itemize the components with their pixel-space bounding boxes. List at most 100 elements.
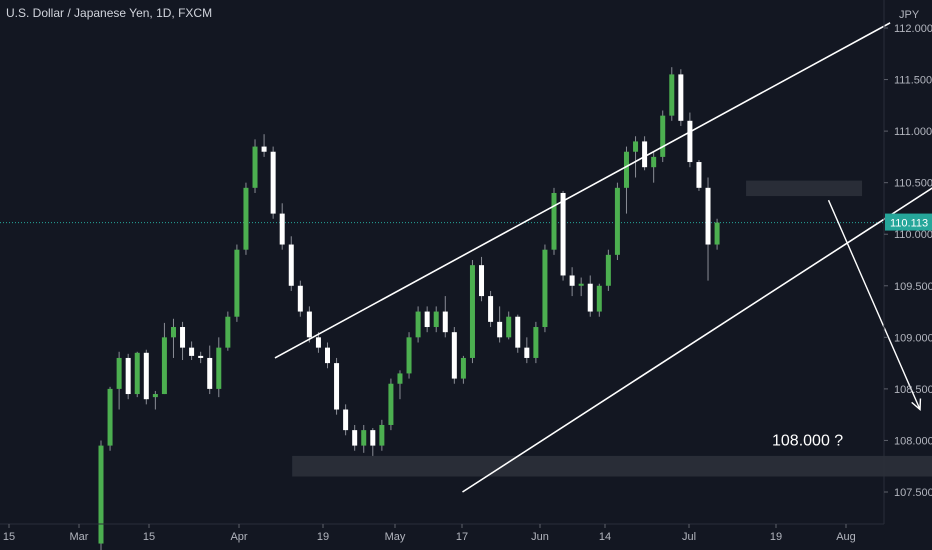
time-tick-label: 14 bbox=[599, 531, 611, 543]
candle bbox=[415, 311, 421, 338]
candle bbox=[488, 296, 494, 322]
candle bbox=[152, 394, 158, 398]
time-tick-label: 19 bbox=[770, 531, 782, 543]
projection-arrow-head bbox=[911, 398, 922, 411]
candle bbox=[107, 388, 113, 446]
candle bbox=[596, 285, 602, 312]
channel-upper-line bbox=[274, 22, 891, 359]
candle bbox=[116, 357, 122, 389]
candle bbox=[479, 265, 485, 297]
price-tick-label: 111.500 bbox=[894, 75, 932, 87]
candle bbox=[424, 311, 430, 328]
candle bbox=[433, 311, 439, 328]
candle bbox=[315, 337, 321, 348]
candle bbox=[180, 327, 186, 348]
time-tick-label: 17 bbox=[456, 531, 468, 543]
support-resistance-zone bbox=[746, 180, 863, 197]
candle bbox=[497, 321, 503, 338]
candle bbox=[587, 283, 593, 312]
candle bbox=[170, 327, 176, 338]
candle bbox=[270, 151, 276, 214]
price-tick-label: 109.500 bbox=[894, 281, 932, 293]
candle bbox=[352, 430, 358, 446]
candle bbox=[569, 275, 575, 286]
candle bbox=[252, 146, 258, 188]
price-tick-label: 107.500 bbox=[894, 487, 932, 499]
price-tick-label: 110.000 bbox=[894, 229, 932, 241]
target-annotation: 108.000 ? bbox=[772, 432, 843, 449]
candle bbox=[515, 316, 521, 348]
candle bbox=[306, 311, 312, 338]
currency-label: JPY bbox=[899, 9, 920, 21]
candle bbox=[370, 430, 376, 446]
support-resistance-zone bbox=[292, 455, 932, 477]
candle bbox=[225, 316, 231, 348]
candle bbox=[379, 424, 385, 446]
candle bbox=[524, 347, 530, 358]
price-tick-label: 108.000 bbox=[894, 435, 932, 447]
candle bbox=[189, 347, 195, 356]
candle bbox=[560, 192, 566, 276]
candle bbox=[705, 187, 711, 245]
candle bbox=[207, 357, 213, 389]
candle bbox=[125, 357, 131, 395]
candle bbox=[216, 347, 222, 389]
candle bbox=[297, 285, 303, 312]
candle bbox=[651, 156, 657, 168]
candle bbox=[288, 244, 294, 286]
projection-arrow bbox=[827, 199, 921, 410]
time-tick-label: 19 bbox=[317, 531, 329, 543]
candle bbox=[614, 187, 620, 255]
current-price-badge bbox=[885, 213, 932, 231]
current-price-label: 110.113 bbox=[890, 218, 928, 230]
candle bbox=[506, 316, 512, 338]
price-tick-label: 108.500 bbox=[894, 384, 932, 396]
candle bbox=[143, 352, 149, 400]
candle bbox=[551, 192, 557, 250]
time-tick-label: Aug bbox=[836, 531, 856, 543]
candle bbox=[533, 327, 539, 358]
candle bbox=[660, 115, 666, 157]
candle bbox=[198, 355, 204, 358]
candle bbox=[714, 222, 720, 245]
candle bbox=[451, 332, 457, 379]
candle bbox=[578, 283, 584, 286]
candle bbox=[442, 311, 448, 333]
candle bbox=[325, 347, 330, 364]
candle bbox=[397, 373, 403, 384]
time-tick-label: Jul bbox=[682, 531, 696, 543]
time-tick-label: 15 bbox=[143, 531, 155, 543]
candle bbox=[134, 352, 140, 395]
candle bbox=[469, 265, 475, 358]
candle bbox=[279, 213, 285, 245]
time-tick-label: Jun bbox=[531, 531, 549, 543]
candle bbox=[542, 249, 548, 328]
price-tick-label: 110.500 bbox=[894, 178, 932, 190]
symbol-title: U.S. Dollar / Japanese Yen, 1D, FXCM bbox=[6, 6, 213, 20]
candle bbox=[343, 409, 349, 431]
price-tick-label: 109.000 bbox=[894, 332, 932, 344]
candle bbox=[678, 74, 684, 121]
candle bbox=[361, 430, 367, 446]
time-tick-label: Mar bbox=[70, 531, 89, 543]
time-tick-label: May bbox=[385, 531, 406, 543]
candle bbox=[243, 187, 249, 250]
candle bbox=[388, 383, 394, 425]
time-tick-label: Apr bbox=[230, 531, 247, 543]
candle bbox=[623, 151, 629, 188]
price-tick-label: 111.000 bbox=[894, 126, 932, 138]
price-tick-label: 112.000 bbox=[894, 23, 932, 35]
channel-lower-line bbox=[462, 187, 932, 493]
candle bbox=[605, 254, 611, 286]
candle bbox=[696, 162, 702, 188]
candle bbox=[161, 337, 167, 395]
candle bbox=[261, 146, 267, 152]
candle bbox=[460, 357, 466, 379]
candle bbox=[633, 141, 639, 152]
candle bbox=[234, 249, 240, 317]
candle bbox=[642, 141, 648, 168]
candle bbox=[687, 120, 693, 163]
candle bbox=[98, 445, 104, 544]
candle bbox=[669, 74, 675, 116]
